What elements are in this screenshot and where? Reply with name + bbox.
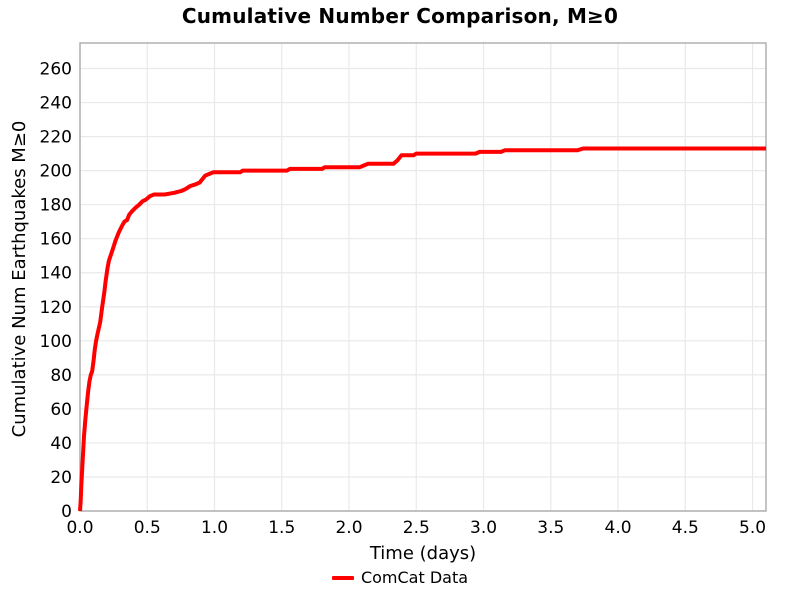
plot-border: [79, 42, 767, 512]
svg-text:3.0: 3.0: [470, 518, 497, 538]
svg-text:200: 200: [40, 162, 72, 182]
series-line-0: [78, 146, 766, 512]
x-axis-label: Time (days): [369, 543, 477, 564]
svg-text:160: 160: [40, 230, 72, 250]
svg-text:2.5: 2.5: [403, 518, 430, 538]
svg-text:40: 40: [50, 434, 72, 454]
legend-label: ComCat Data: [360, 568, 469, 587]
svg-text:1.0: 1.0: [201, 518, 228, 538]
y-tick-labels: 0 20 40 60 80 100 120 140 160 180 200 220 240 260: [40, 60, 72, 522]
y-axis-label: Cumulative Num Earthquakes M≥0: [9, 120, 30, 438]
svg-text:3.5: 3.5: [537, 518, 564, 538]
svg-text:140: 140: [40, 264, 72, 284]
legend: ComCat Data: [0, 568, 800, 587]
svg-text:4.0: 4.0: [605, 518, 632, 538]
svg-text:80: 80: [50, 366, 72, 386]
x-tick-labels: 0.0 0.5 1.0 1.5 2.0 2.5 3.0 3.5 4.0 4.5 5.0: [66, 518, 766, 538]
svg-text:260: 260: [40, 60, 72, 80]
svg-text:120: 120: [40, 298, 72, 318]
svg-text:20: 20: [50, 468, 72, 488]
svg-text:5.0: 5.0: [739, 518, 766, 538]
chart-title: Cumulative Number Comparison, M≥0: [181, 4, 619, 28]
gridlines: [79, 43, 766, 512]
svg-text:100: 100: [40, 332, 72, 352]
svg-text:2.0: 2.0: [335, 518, 362, 538]
legend-line-icon: [331, 575, 354, 580]
svg-text:180: 180: [40, 196, 72, 216]
svg-text:1.5: 1.5: [268, 518, 295, 538]
svg-text:4.5: 4.5: [672, 518, 699, 538]
svg-text:240: 240: [40, 94, 72, 114]
svg-text:60: 60: [50, 400, 72, 420]
svg-text:0.0: 0.0: [66, 518, 93, 538]
svg-text:0.5: 0.5: [134, 518, 161, 538]
svg-text:220: 220: [40, 128, 72, 148]
svg-text:0: 0: [61, 502, 72, 522]
